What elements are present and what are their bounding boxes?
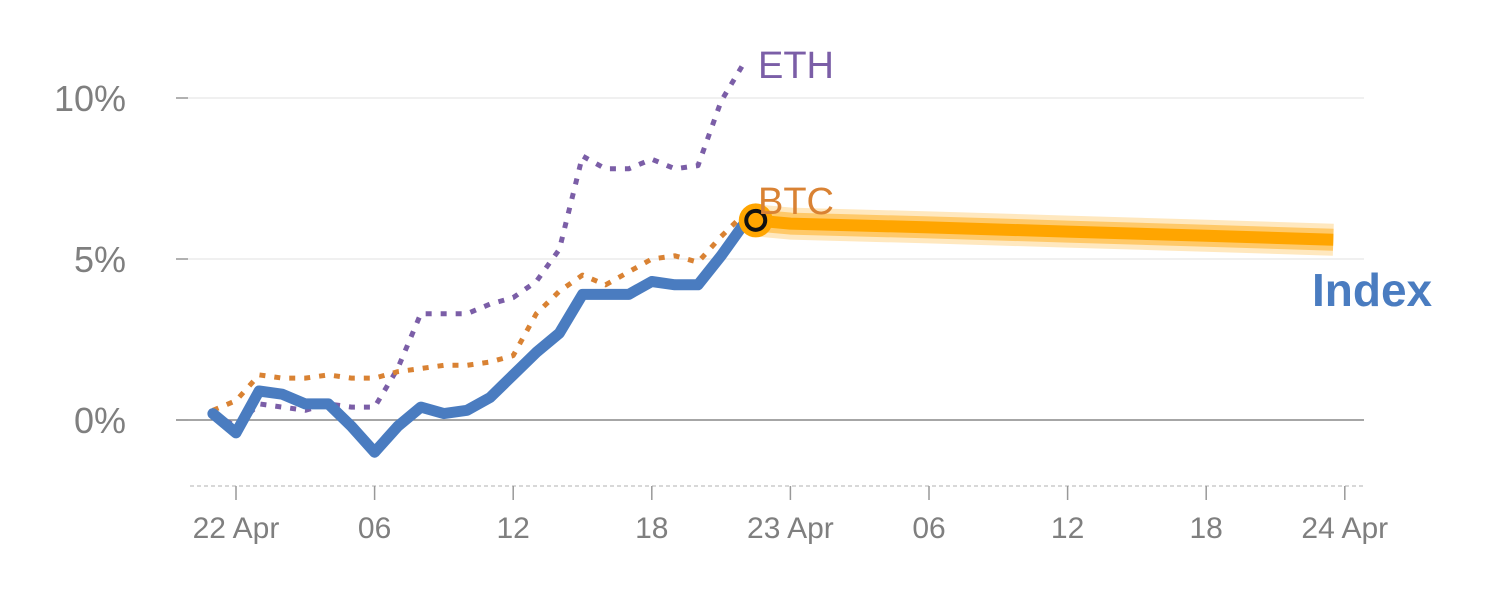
ytick-label-1: 5% xyxy=(74,239,126,280)
marker-layer xyxy=(738,203,773,238)
series-line-index xyxy=(207,218,750,458)
current-marker-ring xyxy=(744,208,768,232)
xtick-label-3: 18 xyxy=(635,512,668,545)
series-label-eth: ETH xyxy=(758,45,834,87)
series-label-index: Index xyxy=(1312,264,1433,316)
xtick-label-6: 12 xyxy=(1051,512,1084,545)
xtick-label-8: 24 Apr xyxy=(1301,512,1388,545)
xtick-label-5: 06 xyxy=(912,512,945,545)
xtick-label-4: 23 Apr xyxy=(747,512,834,545)
label-layer: ETH BTC Index xyxy=(758,45,1433,316)
series-label-btc: BTC xyxy=(758,181,834,223)
ytick-label-0: 0% xyxy=(74,400,126,441)
xtick-label-1: 06 xyxy=(358,512,391,545)
axis-layer: 0% 5% 10% 22 Apr 06 12 18 23 Apr 06 12 18 24 Apr xyxy=(54,78,1388,545)
series-line-eth xyxy=(211,61,747,429)
series-line-forecast xyxy=(755,214,1334,246)
current-marker-halo xyxy=(738,203,773,238)
series-layer xyxy=(207,61,1334,458)
series-line-btc xyxy=(211,212,746,413)
xtick-label-0: 22 Apr xyxy=(193,512,280,545)
grid-layer xyxy=(176,97,1364,421)
ytick-label-2: 10% xyxy=(54,78,126,119)
xtick-label-2: 12 xyxy=(497,512,530,545)
xtick-label-7: 18 xyxy=(1190,512,1223,545)
